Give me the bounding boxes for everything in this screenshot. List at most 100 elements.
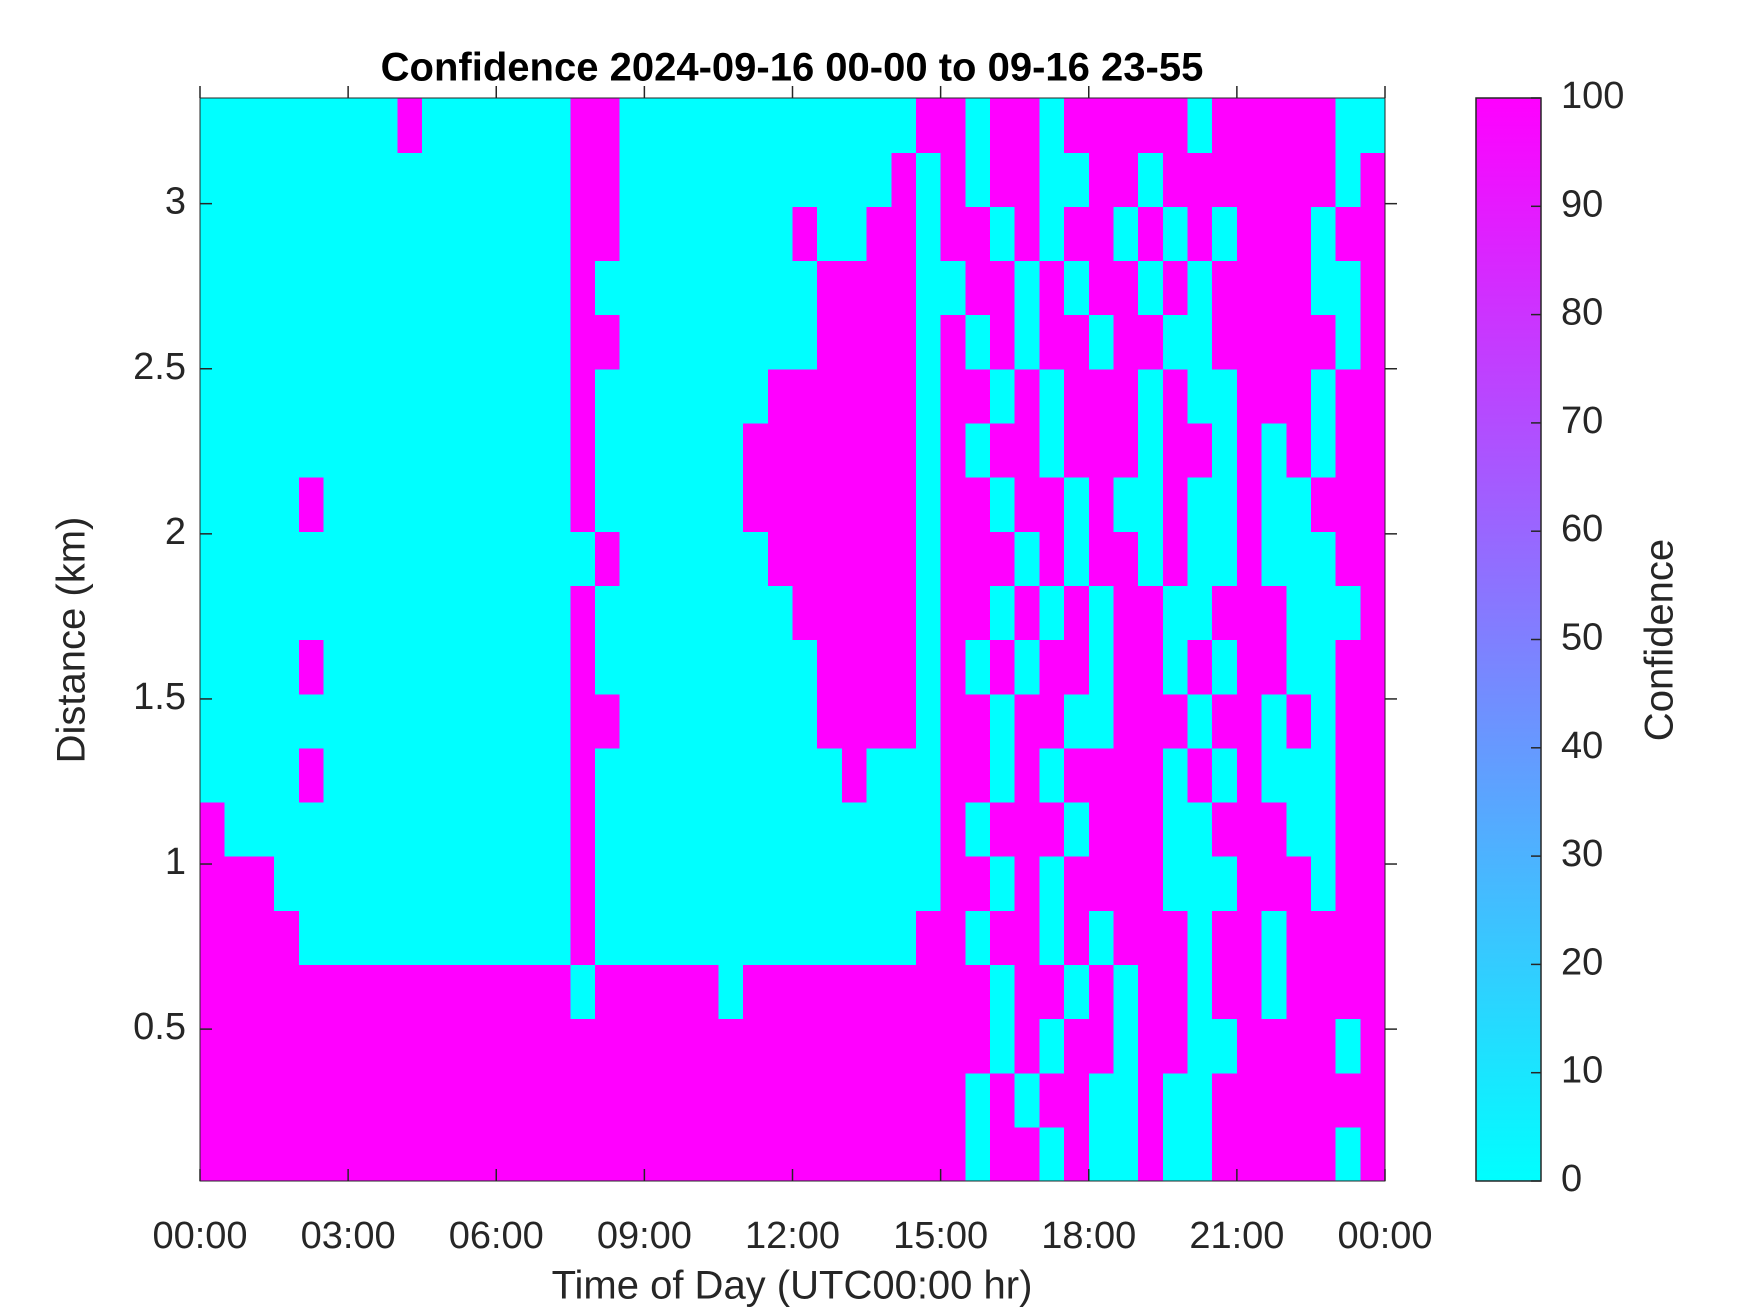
- heatmap-cell: [496, 368, 522, 424]
- heatmap-cell: [915, 1126, 942, 1182]
- heatmap-cell: [1039, 747, 1065, 803]
- heatmap-cell: [348, 206, 374, 262]
- heatmap-cell: [422, 368, 448, 424]
- heatmap-cell: [298, 152, 325, 207]
- heatmap-cell: [200, 964, 226, 1020]
- heatmap-cell: [397, 693, 423, 749]
- heatmap-cell: [792, 477, 818, 532]
- heatmap-cell: [520, 98, 547, 153]
- heatmap-cell: [422, 639, 448, 695]
- heatmap-cell: [1261, 422, 1287, 478]
- heatmap-cell: [1162, 152, 1189, 207]
- heatmap-cell: [644, 314, 670, 370]
- y-tick-label: 3: [165, 181, 186, 223]
- heatmap-cell: [249, 585, 275, 641]
- heatmap-cell: [767, 639, 794, 695]
- heatmap-cell: [1014, 1018, 1040, 1074]
- heatmap-cell: [1212, 477, 1238, 532]
- heatmap-cell: [965, 801, 991, 857]
- heatmap-cell: [1310, 368, 1337, 424]
- heatmap-cell: [743, 206, 769, 262]
- heatmap-cell: [200, 1072, 226, 1128]
- heatmap-cell: [644, 477, 670, 532]
- heatmap-cell: [471, 1126, 497, 1182]
- heatmap-cell: [471, 639, 497, 695]
- heatmap-cell: [249, 368, 275, 424]
- heatmap-cell: [595, 531, 621, 586]
- heatmap-cell: [792, 910, 818, 965]
- heatmap-cell: [224, 206, 250, 262]
- heatmap-cell: [1039, 1126, 1065, 1182]
- heatmap-cell: [323, 368, 349, 424]
- heatmap-cell: [372, 531, 399, 586]
- heatmap-cell: [1064, 1126, 1090, 1182]
- heatmap-cell: [940, 801, 966, 857]
- heatmap-cell: [224, 368, 250, 424]
- heatmap-cell: [990, 422, 1016, 478]
- heatmap-cell: [496, 1018, 522, 1074]
- heatmap-cell: [1261, 856, 1287, 911]
- heatmap-cell: [817, 1072, 843, 1128]
- heatmap-cell: [693, 910, 720, 965]
- heatmap-cell: [1138, 98, 1164, 153]
- heatmap-cell: [965, 477, 991, 532]
- heatmap-cell: [965, 1072, 991, 1128]
- heatmap-cell: [1236, 639, 1263, 695]
- heatmap-cell: [1064, 422, 1090, 478]
- heatmap-cell: [644, 1018, 670, 1074]
- heatmap-cell: [669, 368, 695, 424]
- colorbar-tick-label: 60: [1561, 508, 1603, 550]
- heatmap-cell: [817, 422, 843, 478]
- heatmap-cell: [520, 693, 547, 749]
- heatmap-cell: [372, 152, 399, 207]
- heatmap-cell: [792, 314, 818, 370]
- heatmap-cell: [891, 1018, 917, 1074]
- heatmap-cell: [520, 964, 547, 1020]
- heatmap-cell: [1039, 639, 1065, 695]
- heatmap-cell: [669, 639, 695, 695]
- heatmap-cell: [1360, 1072, 1386, 1128]
- heatmap-cell: [1261, 368, 1287, 424]
- heatmap-cell: [570, 1126, 596, 1182]
- heatmap-cell: [1286, 1072, 1312, 1128]
- heatmap-cell: [298, 368, 325, 424]
- heatmap-cell: [1286, 856, 1312, 911]
- heatmap-cell: [249, 964, 275, 1020]
- heatmap-cell: [619, 422, 645, 478]
- heatmap-cell: [200, 152, 226, 207]
- heatmap-cell: [1064, 964, 1090, 1020]
- heatmap-cell: [323, 964, 349, 1020]
- heatmap-cell: [422, 1018, 448, 1074]
- heatmap-cell: [841, 477, 868, 532]
- heatmap-cell: [595, 422, 621, 478]
- heatmap-cell: [619, 1126, 645, 1182]
- heatmap-cell: [249, 1018, 275, 1074]
- heatmap-cell: [718, 368, 744, 424]
- heatmap-cell: [1310, 531, 1337, 586]
- heatmap-cell: [1162, 856, 1189, 911]
- heatmap-cell: [298, 206, 325, 262]
- heatmap-cell: [1088, 531, 1115, 586]
- heatmap-cell: [1162, 964, 1189, 1020]
- heatmap-cell: [1113, 585, 1139, 641]
- heatmap-cell: [718, 964, 744, 1020]
- heatmap-cell: [397, 152, 423, 207]
- heatmap-cell: [1088, 206, 1115, 262]
- heatmap-cell: [817, 856, 843, 911]
- heatmap-cell: [545, 1018, 571, 1074]
- heatmap-cell: [545, 747, 571, 803]
- heatmap-cell: [1212, 368, 1238, 424]
- heatmap-cell: [891, 314, 917, 370]
- heatmap-cell: [767, 98, 794, 153]
- heatmap-cell: [570, 477, 596, 532]
- heatmap-cell: [1088, 98, 1115, 153]
- heatmap-cell: [545, 206, 571, 262]
- heatmap-cell: [1286, 152, 1312, 207]
- heatmap-cell: [249, 98, 275, 153]
- heatmap-cell: [545, 368, 571, 424]
- heatmap-cell: [792, 747, 818, 803]
- heatmap-cell: [990, 531, 1016, 586]
- heatmap-cell: [1113, 152, 1139, 207]
- heatmap-cell: [298, 260, 325, 316]
- heatmap-cell: [693, 368, 720, 424]
